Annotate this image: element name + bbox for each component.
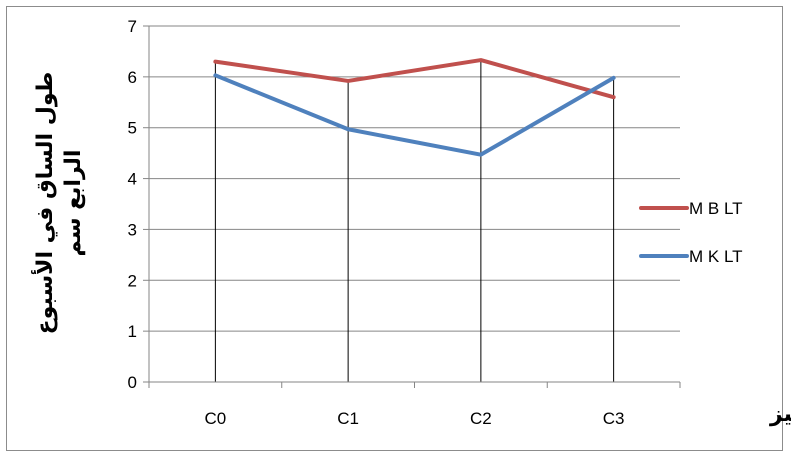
x-tick-label-C1: C1	[337, 409, 359, 428]
y-tick-label-0: 0	[128, 373, 137, 392]
series-line-1	[213, 58, 616, 100]
legend-label-2: M K LT	[689, 247, 743, 266]
series-lines	[213, 58, 616, 157]
data-point-s1-C3	[613, 96, 615, 98]
data-point-s2-C0	[214, 74, 216, 76]
data-point-s2-C1	[347, 128, 349, 130]
legend: M B LT M K LT	[639, 199, 743, 266]
data-point-s1-C1	[347, 80, 349, 82]
gridlines	[143, 25, 681, 388]
y-axis-title: طول الساق في الأسبوع الرابع سم	[30, 72, 86, 335]
drop-lines	[214, 60, 615, 382]
y-tick-label-4: 4	[128, 170, 137, 189]
y-axis-title-line-2: الرابع سم	[61, 150, 86, 257]
data-point-s1-C0	[214, 61, 216, 63]
axes	[148, 26, 680, 383]
y-tick-label-3: 3	[128, 220, 137, 239]
y-tick-label-6: 6	[128, 68, 137, 87]
tick-labels: 0 1 2 3 4 5 6 7 C0 C1 C2 C3	[128, 17, 625, 428]
data-point-s2-C3	[613, 77, 615, 79]
data-point-s1-C2	[480, 59, 482, 61]
y-tick-label-5: 5	[128, 119, 137, 138]
chart-frame	[6, 6, 783, 451]
x-tick-label-C2: C2	[470, 409, 492, 428]
y-tick-label-7: 7	[128, 17, 137, 36]
y-tick-label-1: 1	[128, 322, 137, 341]
y-tick-label-2: 2	[128, 271, 137, 290]
x-tick-label-C3: C3	[603, 409, 625, 428]
x-tick-label-C0: C0	[205, 409, 227, 428]
series-line-2	[213, 73, 616, 157]
legend-label-1: M B LT	[689, 199, 743, 218]
y-axis-title-line-1: طول الساق في الأسبوع	[30, 72, 58, 335]
data-point-s2-C2	[480, 154, 482, 156]
x-axis-title: التركيز	[769, 402, 791, 427]
